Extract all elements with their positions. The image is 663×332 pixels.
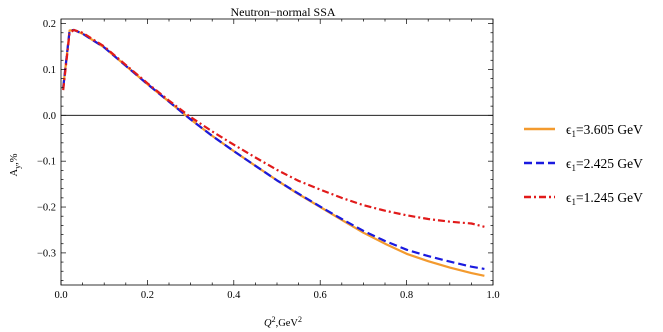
x-axis-label-sup2: 2	[298, 315, 302, 324]
legend-label-value: =3.605 GeV	[576, 122, 643, 137]
x-tick-label: 0.8	[400, 290, 413, 301]
y-tick-label: 0.0	[43, 111, 56, 122]
x-axis-label-mid: ,GeV	[276, 318, 299, 329]
y-tick-label: −0.1	[37, 157, 56, 168]
x-tick-label: 0.0	[54, 290, 67, 301]
ticks-layer: 0.0 0.2 0.4 0.6 0.8 1.0 0.2 0.1 0.0 −0.1 −0.2 −0.3	[37, 19, 500, 301]
y-tick-label: 0.1	[43, 65, 56, 76]
plot-frame	[61, 19, 493, 285]
legend-label-value: =1.245 GeV	[576, 190, 643, 205]
legend: ϵ1=3.605 GeV ϵ1=2.425 GeV ϵ1=1.245 GeV	[524, 122, 643, 207]
y-tick-label: −0.3	[37, 248, 56, 259]
y-axis-label-tail: ,%	[9, 153, 20, 165]
y-axis-label: Ay,%	[9, 153, 22, 176]
series-line-2	[63, 30, 484, 227]
x-tick-label: 0.4	[227, 290, 241, 301]
y-tick-label: 0.2	[43, 19, 56, 30]
x-tick-label: 0.6	[314, 290, 327, 301]
legend-label-value: =2.425 GeV	[576, 156, 643, 171]
plot-area	[61, 19, 493, 285]
x-axis-label: Q2,GeV2	[264, 315, 302, 329]
legend-label-0: ϵ1=3.605 GeV	[566, 122, 643, 139]
x-tick-label: 1.0	[486, 290, 499, 301]
legend-label-1: ϵ1=2.425 GeV	[566, 156, 643, 173]
legend-label-2: ϵ1=1.245 GeV	[566, 190, 643, 207]
series-layer	[63, 30, 484, 276]
chart-title: Neutron−normal SSA	[230, 5, 335, 19]
x-tick-label: 0.2	[141, 290, 154, 301]
y-tick-label: −0.2	[37, 203, 56, 214]
